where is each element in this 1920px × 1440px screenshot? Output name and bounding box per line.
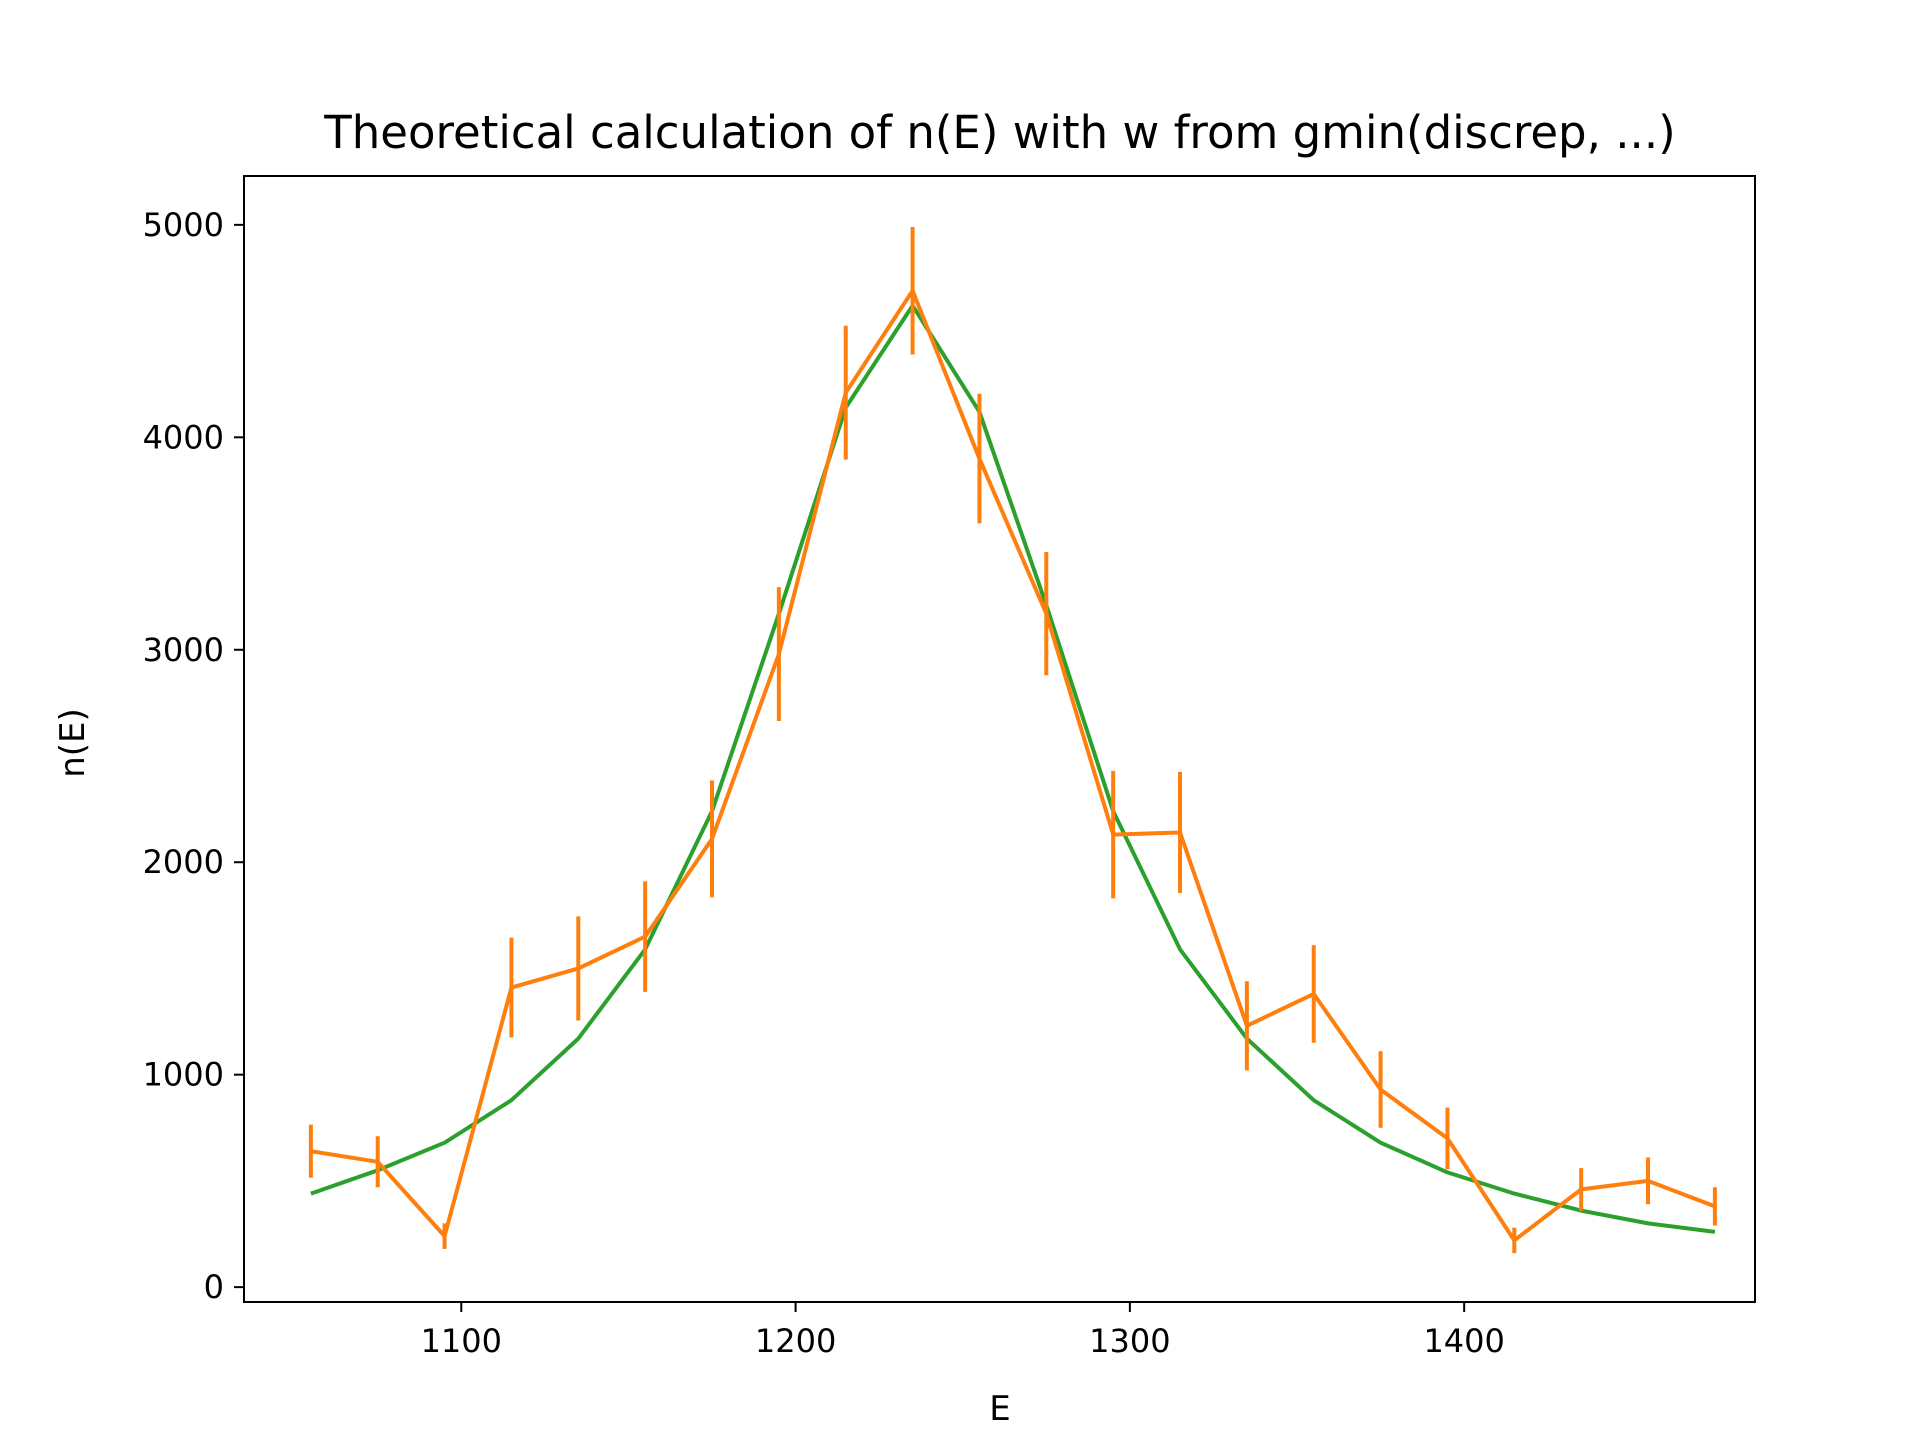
plot-area: 1100 1200 1300 1400 0 1000 2000 3000 4000 5000 (143, 175, 1756, 1360)
x-tick-label-1100: 1100 (421, 1322, 502, 1360)
x-tick-label-1200: 1200 (755, 1322, 836, 1360)
series-line-0 (310, 303, 1716, 1234)
y-tick-label-0: 0 (204, 1268, 224, 1306)
y-tick-label-5000: 5000 (143, 206, 224, 244)
axes-frame (243, 175, 1756, 1303)
y-tick-label-3000: 3000 (143, 631, 224, 669)
y-tick-label-2000: 2000 (143, 843, 224, 881)
y-tick-label-1000: 1000 (143, 1056, 224, 1094)
y-axis-label: n(E) (53, 708, 93, 778)
chart-title: Theoretical calculation of n(E) with w f… (323, 106, 1675, 159)
x-tick-label-1400: 1400 (1423, 1322, 1504, 1360)
y-tick-label-4000: 4000 (143, 418, 224, 456)
series-line-1 (310, 288, 1716, 1243)
x-axis-label: E (989, 1389, 1010, 1429)
x-tick-label-1300: 1300 (1089, 1322, 1170, 1360)
